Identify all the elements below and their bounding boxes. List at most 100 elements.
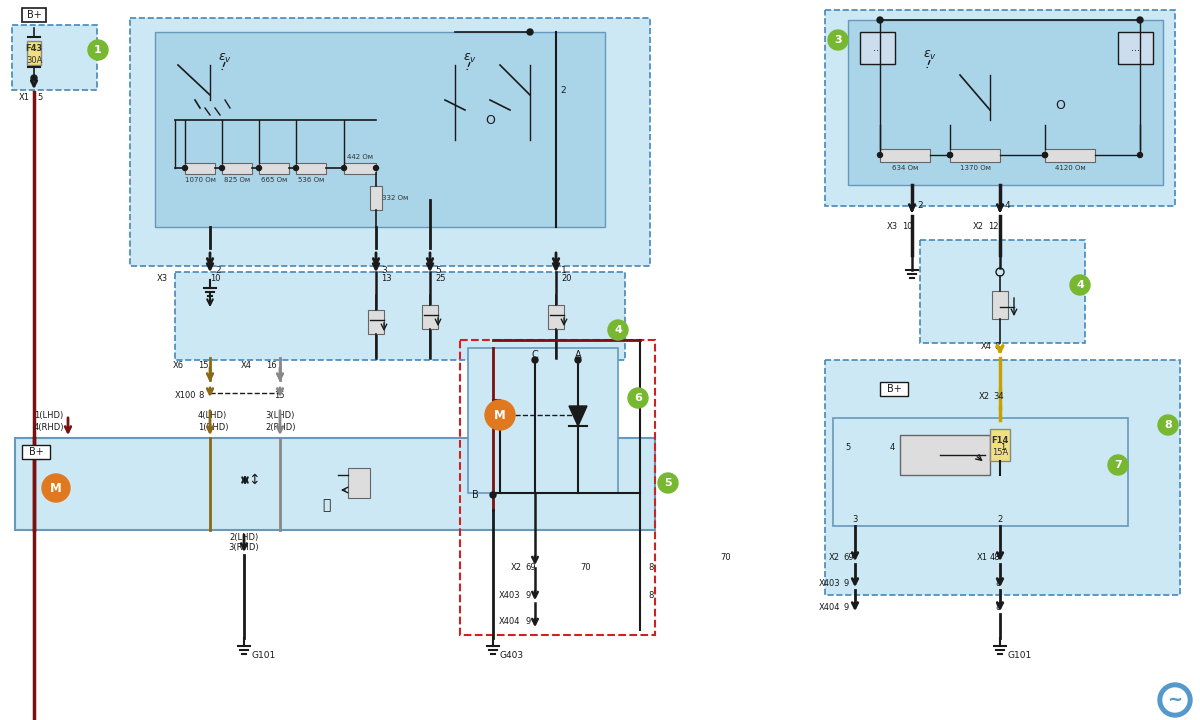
Bar xyxy=(848,20,1163,185)
Text: 1070 Ом: 1070 Ом xyxy=(185,176,216,182)
Text: 20: 20 xyxy=(562,274,571,282)
Text: 7: 7 xyxy=(1114,460,1122,470)
Circle shape xyxy=(828,30,848,50)
Bar xyxy=(422,305,438,329)
Text: F43: F43 xyxy=(25,43,43,53)
Text: 2: 2 xyxy=(917,200,923,210)
Text: 13: 13 xyxy=(382,274,391,282)
Circle shape xyxy=(575,357,581,363)
Circle shape xyxy=(1070,275,1090,295)
Text: F14: F14 xyxy=(991,436,1009,444)
Text: 3: 3 xyxy=(834,35,842,45)
Text: 70: 70 xyxy=(580,564,590,572)
Text: $\varepsilon_v$: $\varepsilon_v$ xyxy=(923,48,937,61)
Bar xyxy=(548,305,564,329)
Bar xyxy=(460,340,655,635)
Text: ...: ... xyxy=(1130,43,1140,53)
Text: B+: B+ xyxy=(26,10,41,20)
Text: A: A xyxy=(575,350,581,360)
Text: 12: 12 xyxy=(988,222,998,230)
Bar xyxy=(175,272,625,360)
Circle shape xyxy=(1043,153,1048,158)
Text: X2: X2 xyxy=(829,554,840,562)
Text: G403: G403 xyxy=(500,652,524,660)
Circle shape xyxy=(628,388,648,408)
Text: ⏚: ⏚ xyxy=(322,498,330,512)
Bar xyxy=(880,148,930,161)
Circle shape xyxy=(294,166,299,171)
Text: 3: 3 xyxy=(382,266,386,274)
Text: 9: 9 xyxy=(842,603,848,611)
Text: B+: B+ xyxy=(887,384,901,394)
Text: ~: ~ xyxy=(1168,691,1182,709)
Text: X404: X404 xyxy=(818,603,840,611)
Text: O: O xyxy=(485,114,494,127)
Text: 1: 1 xyxy=(562,266,566,274)
Text: 8: 8 xyxy=(198,390,203,400)
Bar xyxy=(860,32,895,64)
Text: 9: 9 xyxy=(842,578,848,588)
Text: 70: 70 xyxy=(720,554,731,562)
Circle shape xyxy=(948,153,953,158)
Text: 825 Ом: 825 Ом xyxy=(224,176,250,182)
Text: 3: 3 xyxy=(852,516,858,524)
Text: 69: 69 xyxy=(842,554,853,562)
Circle shape xyxy=(182,166,187,171)
Text: O: O xyxy=(1055,99,1064,112)
Text: 2(RHD): 2(RHD) xyxy=(265,423,295,431)
Text: 442 Ом: 442 Ом xyxy=(347,153,373,160)
Text: 3(RHD): 3(RHD) xyxy=(229,543,259,552)
Circle shape xyxy=(1138,17,1142,23)
Text: 10: 10 xyxy=(210,274,221,282)
Text: B: B xyxy=(472,490,479,500)
Circle shape xyxy=(31,75,37,81)
Text: X1: X1 xyxy=(977,554,988,562)
Text: 5: 5 xyxy=(37,93,43,102)
Circle shape xyxy=(1163,688,1187,712)
Bar xyxy=(468,348,618,493)
Text: 15A: 15A xyxy=(992,448,1008,456)
Text: G101: G101 xyxy=(252,652,276,660)
Bar xyxy=(1118,32,1153,64)
Text: 8: 8 xyxy=(648,592,653,600)
Text: 8: 8 xyxy=(648,564,653,572)
Circle shape xyxy=(88,40,108,60)
Text: 5: 5 xyxy=(436,266,440,274)
Text: 25: 25 xyxy=(436,274,445,282)
Bar xyxy=(28,41,41,65)
Bar xyxy=(826,360,1180,595)
Text: 2: 2 xyxy=(560,86,565,94)
Text: X404: X404 xyxy=(498,618,520,626)
Text: 9: 9 xyxy=(526,592,530,600)
Text: 3(LHD): 3(LHD) xyxy=(265,410,294,420)
Text: 332 Ом: 332 Ом xyxy=(382,195,408,201)
Text: 4(RHD): 4(RHD) xyxy=(34,423,65,431)
Text: 48: 48 xyxy=(990,554,1001,562)
Text: B+: B+ xyxy=(29,447,43,457)
Text: 4: 4 xyxy=(1076,280,1084,290)
Text: 15: 15 xyxy=(198,361,209,369)
Text: 15: 15 xyxy=(274,390,284,400)
Text: 4: 4 xyxy=(614,325,622,335)
Text: 2(LHD): 2(LHD) xyxy=(229,533,259,542)
Circle shape xyxy=(527,29,533,35)
Bar xyxy=(990,429,1010,461)
Text: $\varepsilon_v$: $\varepsilon_v$ xyxy=(218,51,232,65)
Bar xyxy=(259,163,289,174)
Text: X403: X403 xyxy=(818,578,840,588)
Text: X4: X4 xyxy=(241,361,252,369)
Text: M: M xyxy=(50,482,62,495)
Bar xyxy=(155,32,605,227)
Text: 1(LHD): 1(LHD) xyxy=(34,410,64,420)
Text: X1: X1 xyxy=(18,93,30,102)
Bar xyxy=(12,25,97,90)
Text: X2: X2 xyxy=(973,222,984,230)
Bar xyxy=(348,468,370,498)
Circle shape xyxy=(1043,153,1048,158)
Text: 634 Ом: 634 Ом xyxy=(892,164,918,171)
Bar xyxy=(880,382,908,396)
Text: 30A: 30A xyxy=(26,55,42,65)
Bar xyxy=(826,10,1175,206)
Text: 10: 10 xyxy=(902,222,912,230)
Text: X6: X6 xyxy=(173,361,184,369)
